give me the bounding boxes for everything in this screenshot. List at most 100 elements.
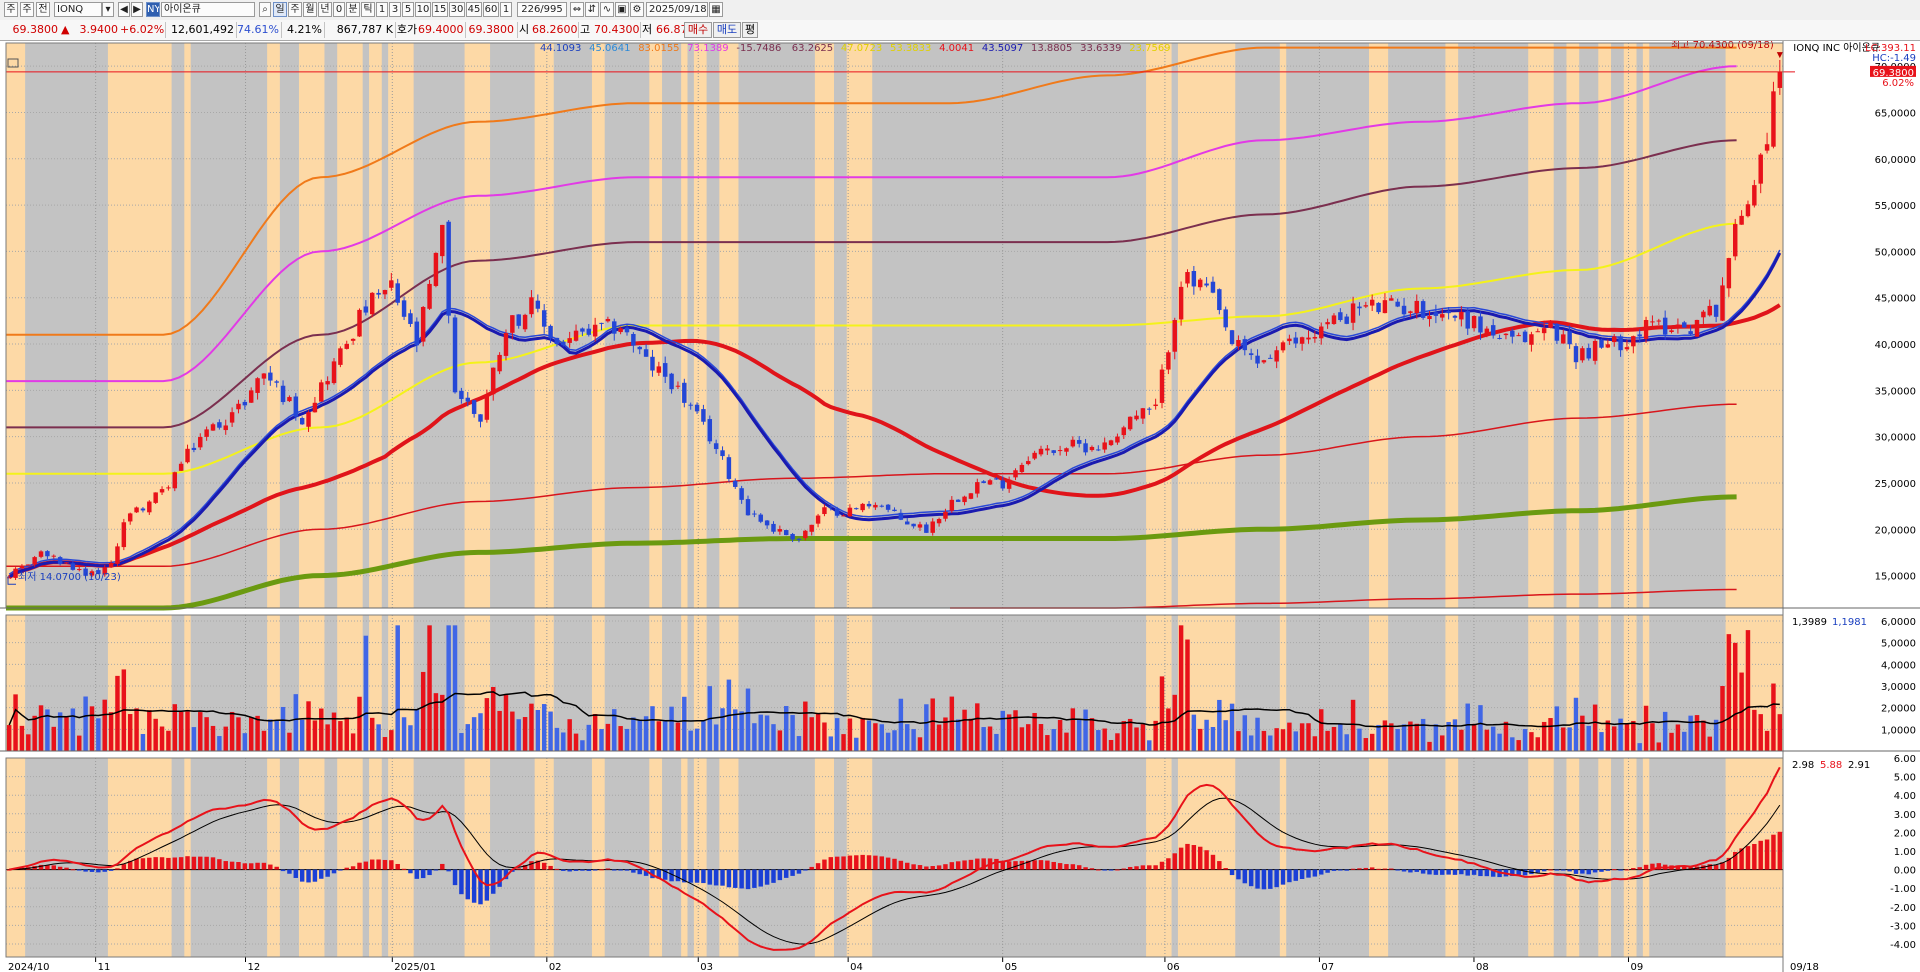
timeframe-button-11[interactable]: 15 <box>432 2 448 17</box>
gear-icon[interactable]: ⚙ <box>630 2 644 17</box>
prev-icon[interactable]: ◀ <box>118 2 130 17</box>
timeframe-button-12[interactable]: 30 <box>449 2 465 17</box>
timeframe-button-10[interactable]: 10 <box>415 2 431 17</box>
scale-icon[interactable]: ⇵ <box>585 2 599 17</box>
candle-body <box>1611 336 1617 343</box>
timeframe-button-1[interactable]: 주 <box>288 2 302 17</box>
candle-body <box>764 520 770 526</box>
timeframe-button-15[interactable]: 1 <box>500 2 512 17</box>
sell-button[interactable]: 매도 <box>713 22 741 38</box>
candle-body <box>1127 416 1133 430</box>
candle-body <box>1497 337 1502 339</box>
ma-band-green <box>6 494 1737 611</box>
timeframe-button-8[interactable]: 3 <box>389 2 401 17</box>
timeframe-button-3[interactable]: 년 <box>318 2 332 17</box>
exchange-badge[interactable]: NY <box>146 2 160 17</box>
macd-histogram-bar <box>554 868 560 870</box>
macd-histogram-bar <box>541 862 547 870</box>
volume-bar <box>1484 729 1490 751</box>
symbol-dropdown-icon[interactable]: ▾ <box>102 2 114 17</box>
macd-histogram-bar <box>1707 864 1712 870</box>
timeframe-button-7[interactable]: 1 <box>376 2 388 17</box>
search-icon[interactable]: ⌕ <box>259 2 271 17</box>
candle-body <box>1650 321 1655 323</box>
symbol-combo[interactable]: IONQ <box>54 2 102 17</box>
candle-body <box>1382 300 1388 314</box>
macd-histogram-bar <box>631 869 636 873</box>
candle-body <box>1121 427 1127 436</box>
macd-histogram-bar <box>879 856 884 870</box>
macd-histogram-bar <box>803 869 808 871</box>
volume-bar <box>1541 721 1547 751</box>
timeframe-button-2[interactable]: 월 <box>303 2 317 17</box>
macd-histogram-bar <box>860 854 865 870</box>
up-stripe <box>267 615 280 751</box>
macd-histogram-bar <box>1185 843 1190 870</box>
volume-bar <box>312 720 318 751</box>
calendar-icon[interactable]: ▦ <box>709 2 723 17</box>
up-stripe <box>298 43 325 608</box>
volume-bar <box>1529 732 1534 751</box>
timeframe-button-0[interactable]: 일 <box>273 2 287 17</box>
candle-body <box>1713 304 1719 317</box>
volume-bar <box>38 705 44 751</box>
period-button-2[interactable]: 전 <box>36 2 50 17</box>
record-count[interactable]: 226/995 <box>517 2 567 17</box>
date-field[interactable]: 2025/09/18 <box>646 2 708 17</box>
timeframe-button-13[interactable]: 45 <box>466 2 482 17</box>
macd-histogram-bar <box>873 855 878 870</box>
volume-bar <box>949 696 955 751</box>
macd-histogram-bar <box>185 856 190 870</box>
candle-body <box>140 508 146 511</box>
candle-body <box>1427 316 1432 320</box>
macd-histogram-bar <box>1280 869 1286 885</box>
stock-chart[interactable]: 70,000065,000060,000055,000050,000045,00… <box>0 41 1920 972</box>
timeframe-button-4[interactable]: 0 <box>333 2 345 17</box>
volume-bar <box>1535 737 1541 751</box>
timeframe-button-6[interactable]: 틱 <box>361 2 375 17</box>
candle-body <box>752 513 757 515</box>
eval-button[interactable]: 평 <box>742 22 758 38</box>
high-price: 70.4300 <box>594 23 640 36</box>
zoom-icon[interactable]: ⇔ <box>570 2 584 17</box>
macd-histogram-bar <box>159 857 165 870</box>
stock-name-field[interactable]: 아이온큐 <box>161 2 255 17</box>
candle-body <box>1376 302 1381 313</box>
candle-body <box>962 496 967 503</box>
period-button-1[interactable]: 주 <box>20 2 34 17</box>
candle-body <box>1338 312 1343 321</box>
macd-histogram-bar <box>1739 848 1744 870</box>
buy-button[interactable]: 매수 <box>684 22 712 38</box>
volume-bar <box>1440 735 1445 751</box>
macd-histogram-bar <box>968 859 974 870</box>
candle-body <box>1006 479 1012 489</box>
macd-histogram-bar <box>1637 867 1642 870</box>
price-axis-label: 35,0000 <box>1875 386 1916 397</box>
candle-body <box>1675 324 1681 328</box>
draw-icon[interactable]: ∿ <box>600 2 614 17</box>
macd-histogram-bar <box>1510 869 1515 877</box>
window-icon[interactable]: ▣ <box>615 2 629 17</box>
period-button-0[interactable]: 주 <box>4 2 18 17</box>
volume-bar <box>1268 735 1273 751</box>
timeframe-button-5[interactable]: 분 <box>346 2 360 17</box>
timeframe-button-14[interactable]: 60 <box>483 2 499 17</box>
volume-bar <box>140 733 146 751</box>
volume-value: 12,601,492 <box>171 23 234 36</box>
candle-body <box>57 557 63 565</box>
macd-histogram-bar <box>943 864 948 870</box>
macd-histogram-bar <box>905 862 910 870</box>
candle-body <box>1433 312 1439 316</box>
next-icon[interactable]: ▶ <box>131 2 143 17</box>
volume-bar <box>612 709 617 751</box>
timeframe-button-9[interactable]: 5 <box>402 2 414 17</box>
macd-histogram-bar <box>1268 869 1273 889</box>
volume-bar <box>217 736 222 751</box>
volume-bar <box>248 717 254 751</box>
up-stripe <box>719 758 739 957</box>
volume-bar <box>1382 720 1388 751</box>
volume-bar <box>1592 704 1598 751</box>
macd-histogram-bar <box>178 857 184 870</box>
macd-histogram-bar <box>1427 869 1432 875</box>
volume-bar <box>1255 717 1260 751</box>
